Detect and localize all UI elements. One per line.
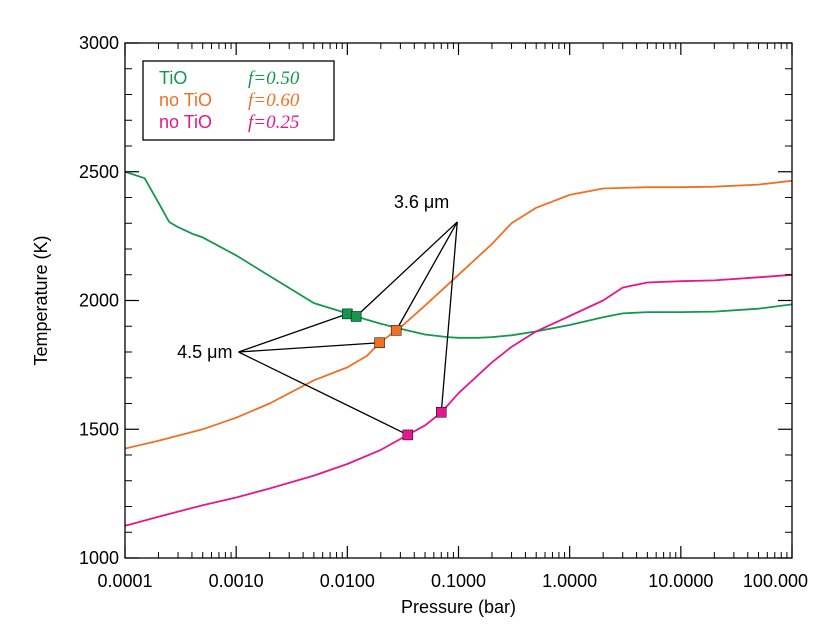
y-tick-label-1: 1500 [79, 419, 119, 439]
x-tick-label-3: 0.1000 [431, 571, 486, 591]
annotation-line-0-2 [440, 221, 458, 413]
data-marker-5 [436, 407, 447, 418]
annotation-line-1-0 [238, 313, 348, 353]
legend-label-2: no TiO [159, 112, 212, 132]
annotation-label-0: 3.6 μm [394, 192, 449, 212]
x-tick-label-2: 0.0100 [320, 571, 375, 591]
series-line-0 [124, 170, 793, 339]
y-axis-label: Temperature (K) [31, 235, 51, 365]
annotation-group: 3.6 μm 4.5 μm [177, 192, 458, 436]
x-tick-label-6: 100.000 [743, 571, 808, 591]
y-tick-label-4: 3000 [79, 33, 119, 53]
data-marker-1 [350, 311, 362, 322]
annotation-line-1-2 [238, 351, 409, 436]
data-marker-3 [390, 325, 402, 336]
data-marker-2 [374, 337, 385, 348]
data-marker-4 [402, 429, 414, 441]
x-tick-label-4: 1.0000 [542, 571, 597, 591]
annotation-line-1-1 [238, 342, 380, 353]
legend-f-label-1: f=0.60 [248, 90, 300, 111]
axes-group: 0.0001 0.0010 0.0100 0.1000 1.0000 10.0000 100… [31, 33, 808, 617]
data-marker-0 [342, 308, 353, 320]
legend-box [142, 60, 335, 141]
series-group [124, 170, 793, 527]
legend-label-1: no TiO [159, 90, 212, 110]
x-tick-label-1: 0.0010 [209, 571, 264, 591]
series-line-2 [124, 273, 793, 527]
x-tick-label-0: 0.0001 [97, 571, 152, 591]
y-tick-label-0: 1000 [79, 548, 119, 568]
legend: TiO f=0.50 no TiO f=0.60 no TiO f=0.25 [142, 60, 335, 141]
legend-f-label-0: f=0.50 [248, 68, 300, 89]
x-axis-label: Pressure (bar) [401, 597, 516, 617]
y-tick-label-3: 2500 [79, 162, 119, 182]
marker-group [342, 308, 447, 441]
legend-label-0: TiO [159, 68, 187, 88]
x-tick-label-5: 10.0000 [648, 571, 713, 591]
annotation-line-0-0 [355, 221, 458, 317]
annotation-label-1: 4.5 μm [177, 342, 232, 362]
legend-f-label-2: f=0.25 [248, 112, 299, 133]
annotation-line-0-1 [395, 221, 458, 331]
y-tick-label-2: 2000 [79, 291, 119, 311]
series-line-1 [124, 179, 793, 450]
